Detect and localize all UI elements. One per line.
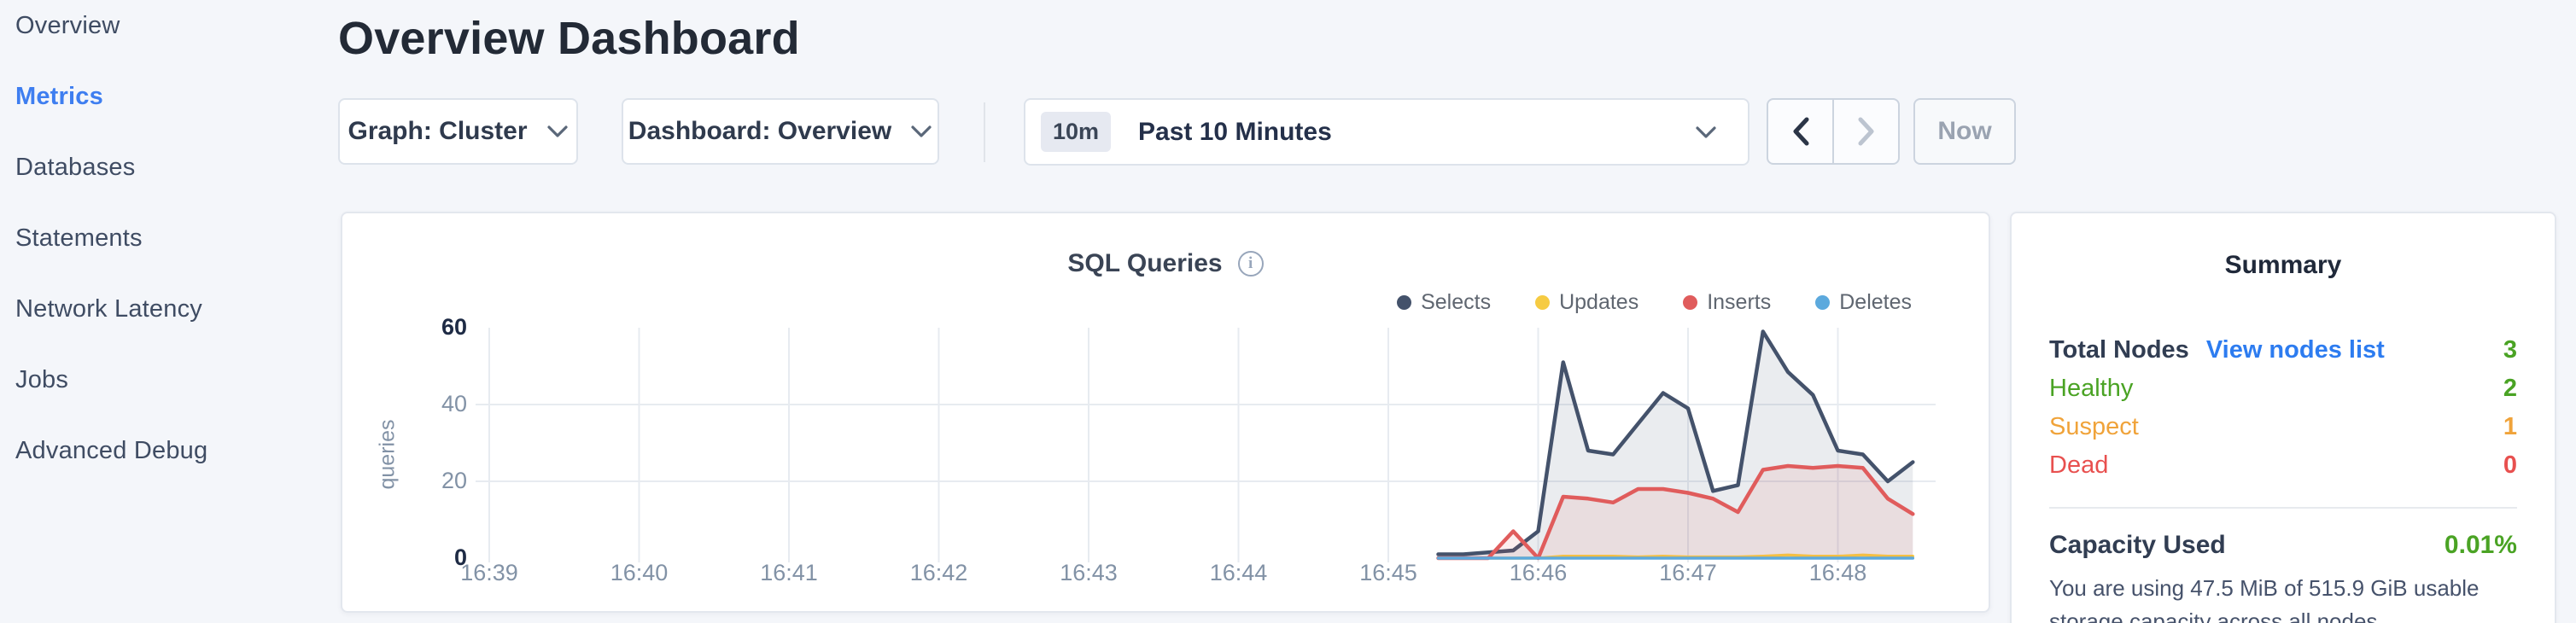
time-range-picker[interactable]: 10m Past 10 Minutes	[1024, 98, 1749, 166]
summary-row-value: 1	[2503, 413, 2517, 440]
sql-queries-chart-card: SQL Queries i Selects Updates Inserts Delet…	[341, 212, 1990, 613]
x-tick-16:45: 16:45	[1359, 560, 1417, 585]
x-tick-16:40: 16:40	[610, 560, 669, 585]
toolbar-divider	[984, 102, 985, 162]
legend-dot-selects	[1397, 295, 1412, 310]
summary-row-total-nodes: Total Nodes View nodes list 3	[2049, 331, 2517, 370]
legend-label: Inserts	[1707, 290, 1772, 314]
now-button[interactable]: Now	[1913, 98, 2016, 165]
sidebar-item-overview[interactable]: Overview	[15, 12, 120, 39]
legend-label: Updates	[1559, 290, 1639, 314]
chevron-down-icon	[546, 125, 568, 137]
chevron-down-icon	[911, 125, 932, 137]
legend-dot-updates	[1535, 295, 1551, 310]
legend-label: Selects	[1421, 290, 1492, 314]
time-range-badge: 10m	[1041, 112, 1112, 152]
legend-label: Deletes	[1839, 290, 1912, 314]
summary-row-label: Healthy	[2049, 375, 2134, 402]
summary-row-label: Total Nodes	[2049, 336, 2189, 364]
capacity-label: Capacity Used	[2049, 531, 2226, 559]
legend-item-updates[interactable]: Updates	[1535, 290, 1638, 315]
dashboard-dropdown-label: Dashboard: Overview	[628, 117, 892, 145]
summary-rows: Total Nodes View nodes list 3 Healthy 2 Suspe…	[2012, 331, 2555, 485]
y-tick-40: 40	[441, 391, 467, 416]
sidebar-item-network-latency[interactable]: Network Latency	[15, 295, 202, 323]
summary-title: Summary	[2224, 251, 2342, 279]
summary-divider	[2049, 507, 2517, 509]
y-tick-60: 60	[441, 314, 467, 340]
time-step-back-button[interactable]	[1768, 100, 1834, 163]
capacity-row: Capacity Used 0.01%	[2049, 531, 2517, 560]
chevron-left-icon	[1793, 117, 1808, 146]
info-icon[interactable]: i	[1237, 251, 1264, 277]
x-tick-16:48: 16:48	[1808, 560, 1867, 585]
capacity-value: 0.01%	[2444, 531, 2517, 559]
x-tick-16:41: 16:41	[760, 560, 818, 585]
chevron-right-icon	[1858, 117, 1873, 146]
time-range-label: Past 10 Minutes	[1138, 117, 1332, 146]
legend-item-inserts[interactable]: Inserts	[1683, 290, 1771, 315]
y-tick-0: 0	[453, 544, 467, 570]
x-tick-16:42: 16:42	[909, 560, 968, 585]
summary-row-label: Dead	[2049, 451, 2109, 479]
dashboard-dropdown[interactable]: Dashboard: Overview	[622, 98, 939, 165]
graph-scope-dropdown-label: Graph: Cluster	[348, 117, 528, 145]
summary-row-value: 3	[2503, 336, 2517, 364]
chart-plot-area[interactable]	[476, 323, 1936, 565]
sidebar-item-statements[interactable]: Statements	[15, 224, 143, 252]
chart-title-row: SQL Queries i	[342, 249, 1989, 278]
x-tick-16:43: 16:43	[1060, 560, 1118, 585]
sidebar-item-advanced-debug[interactable]: Advanced Debug	[15, 437, 208, 464]
sidebar-item-jobs[interactable]: Jobs	[15, 366, 69, 393]
x-tick-16:47: 16:47	[1659, 560, 1717, 585]
summary-panel: Summary Total Nodes View nodes list 3 Healt…	[2010, 212, 2556, 623]
view-nodes-list-link[interactable]: View nodes list	[2205, 336, 2385, 364]
x-tick-16:44: 16:44	[1209, 560, 1268, 585]
chart-legend: Selects Updates Inserts Deletes	[1397, 290, 1912, 315]
legend-dot-deletes	[1815, 295, 1831, 310]
summary-row-healthy: Healthy 2	[2049, 370, 2517, 408]
sidebar: Overview Metrics Databases Statements Networ…	[0, 0, 337, 623]
sidebar-item-metrics[interactable]: Metrics	[15, 83, 103, 110]
summary-row-value: 2	[2503, 375, 2517, 402]
x-tick-16:39: 16:39	[460, 560, 518, 585]
summary-row-suspect: Suspect 1	[2049, 408, 2517, 446]
x-tick-16:46: 16:46	[1509, 560, 1568, 585]
time-step-buttons	[1767, 98, 1900, 165]
time-step-forward-button[interactable]	[1834, 100, 1898, 163]
page-title: Overview Dashboard	[338, 13, 800, 64]
legend-item-selects[interactable]: Selects	[1397, 290, 1491, 315]
summary-row-label: Suspect	[2049, 413, 2139, 440]
capacity-description: You are using 47.5 MiB of 515.9 GiB usab…	[2049, 575, 2480, 623]
sidebar-item-databases[interactable]: Databases	[15, 154, 136, 181]
legend-item-deletes[interactable]: Deletes	[1815, 290, 1912, 315]
graph-scope-dropdown[interactable]: Graph: Cluster	[338, 98, 578, 165]
chart-title: SQL Queries	[1067, 249, 1223, 277]
chevron-down-icon	[1696, 125, 1716, 138]
summary-row-value: 0	[2503, 451, 2517, 479]
y-tick-20: 20	[441, 468, 467, 493]
legend-dot-inserts	[1683, 295, 1698, 310]
summary-row-dead: Dead 0	[2049, 446, 2517, 485]
